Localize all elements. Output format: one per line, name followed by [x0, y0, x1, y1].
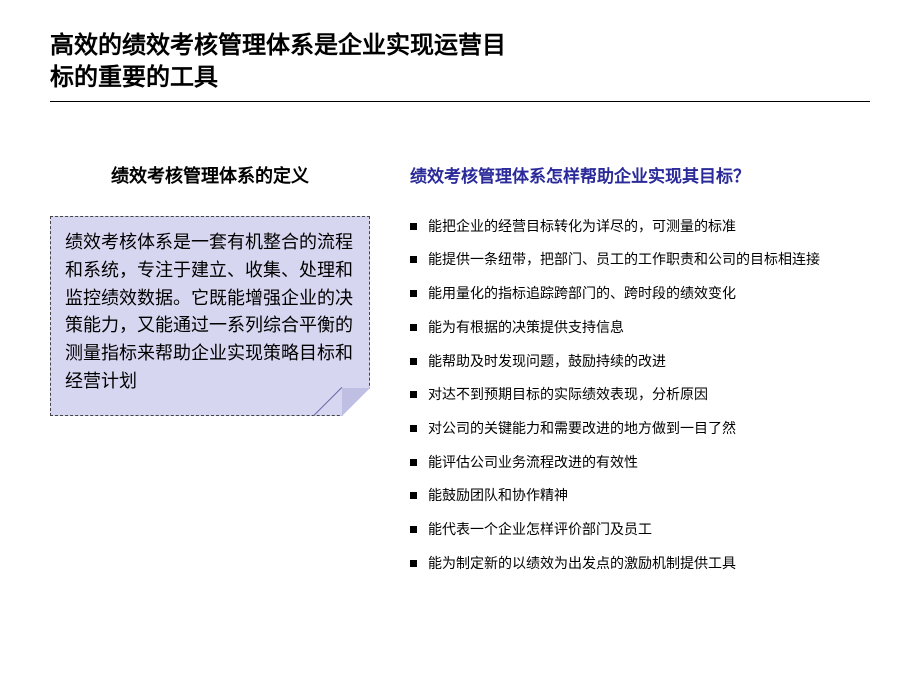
definition-box: 绩效考核体系是一套有机整合的流程和系统，专注于建立、收集、处理和监控绩效数据。它…: [50, 216, 370, 416]
page-fold-icon: [342, 388, 370, 416]
list-item: 能代表一个企业怎样评价部门及员工: [410, 520, 870, 542]
left-subheading: 绩效考核管理体系的定义: [50, 162, 370, 188]
list-item: 能评估公司业务流程改进的有效性: [410, 453, 870, 475]
title-line-2: 标的重要的工具: [50, 62, 870, 94]
list-item: 对达不到预期目标的实际绩效表现，分析原因: [410, 385, 870, 407]
list-item: 能为制定新的以绩效为出发点的激励机制提供工具: [410, 554, 870, 576]
bullet-list: 能把企业的经营目标转化为详尽的，可测量的标准 能提供一条纽带，把部门、员工的工作…: [410, 217, 870, 576]
content-columns: 绩效考核管理体系的定义 绩效考核体系是一套有机整合的流程和系统，专注于建立、收集…: [50, 162, 870, 588]
title-underline: [50, 101, 870, 102]
list-item: 对公司的关键能力和需要改进的地方做到一目了然: [410, 419, 870, 441]
slide: 高效的绩效考核管理体系是企业实现运营目 标的重要的工具 绩效考核管理体系的定义 …: [0, 0, 920, 690]
right-heading: 绩效考核管理体系怎样帮助企业实现其目标？: [410, 162, 870, 187]
list-item: 能为有根据的决策提供支持信息: [410, 318, 870, 340]
right-column: 绩效考核管理体系怎样帮助企业实现其目标？ 能把企业的经营目标转化为详尽的，可测量…: [395, 162, 870, 588]
left-column: 绩效考核管理体系的定义 绩效考核体系是一套有机整合的流程和系统，专注于建立、收集…: [50, 162, 395, 588]
list-item: 能把企业的经营目标转化为详尽的，可测量的标准: [410, 217, 870, 239]
list-item: 能提供一条纽带，把部门、员工的工作职责和公司的目标相连接: [410, 250, 870, 272]
definition-text: 绩效考核体系是一套有机整合的流程和系统，专注于建立、收集、处理和监控绩效数据。它…: [65, 232, 353, 391]
title-block: 高效的绩效考核管理体系是企业实现运营目 标的重要的工具: [50, 30, 870, 102]
list-item: 能帮助及时发现问题，鼓励持续的改进: [410, 352, 870, 374]
list-item: 能鼓励团队和协作精神: [410, 486, 870, 508]
title-line-1: 高效的绩效考核管理体系是企业实现运营目: [50, 30, 870, 62]
list-item: 能用量化的指标追踪跨部门的、跨时段的绩效变化: [410, 284, 870, 306]
